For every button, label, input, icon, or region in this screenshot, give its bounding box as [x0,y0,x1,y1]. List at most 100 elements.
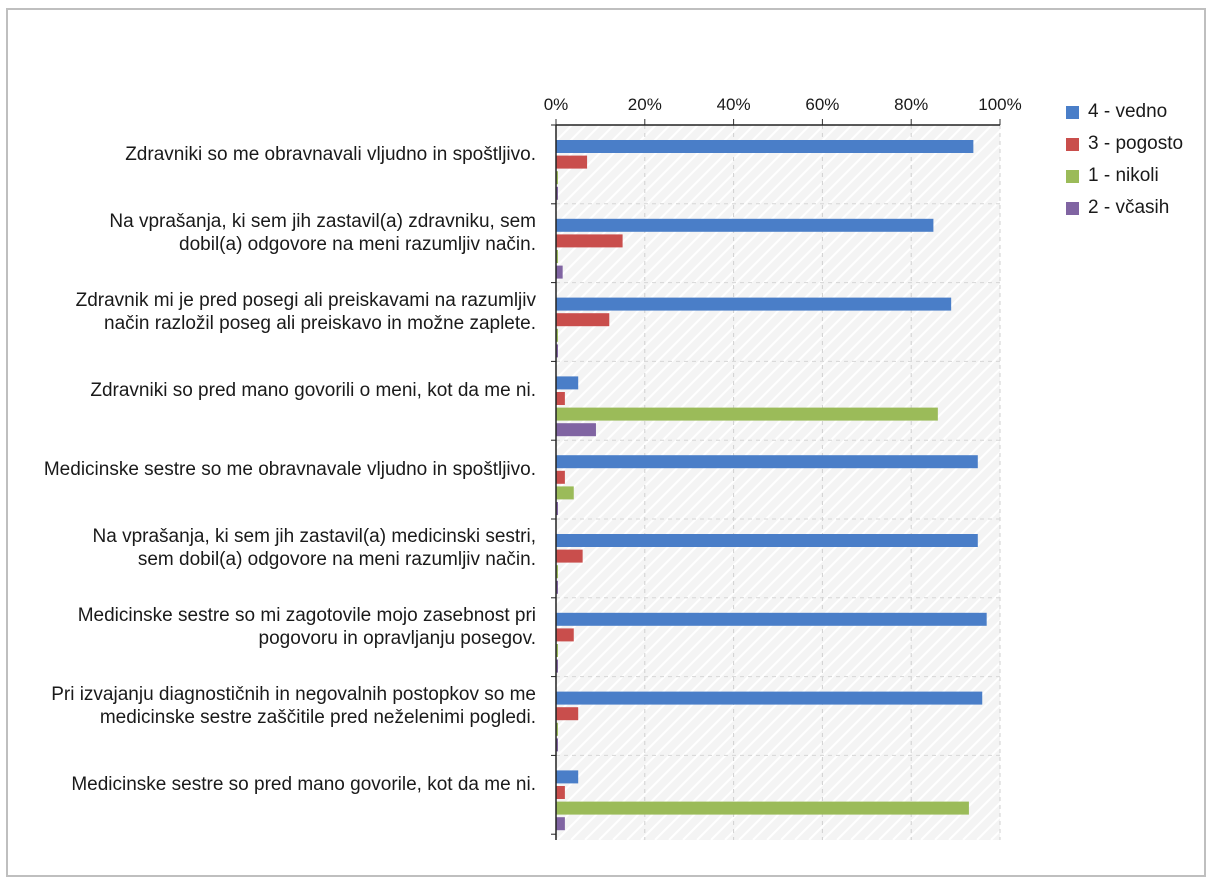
plot-hatch [556,185,1000,633]
bar [556,455,978,469]
bar [556,140,974,153]
plot-hatch [584,423,1000,840]
bar [556,423,596,437]
bar [556,265,563,279]
plot-hatch [556,381,1000,829]
legend-label: 3 - pogosto [1088,133,1184,154]
plot-hatch [598,437,1000,840]
plot-hatch [556,269,1000,717]
legend-swatch [1066,169,1079,183]
legend-item: 1 - nikoli [1066,160,1183,192]
category-label-line: Na vprašanja, ki sem jih zastavil(a) med… [92,526,536,548]
plot-area [556,125,1000,840]
category-label-line: dobil(a) odgovore na meni razumljiv nači… [179,234,536,256]
plot-hatch [752,591,1000,840]
plot-hatch [990,829,1000,840]
bar [556,628,574,642]
legend: 4 - vedno 3 - pogosto 1 - nikoli 2 - včasih [1066,96,1183,224]
plot-hatch [766,605,1000,840]
plot-hatch [850,689,1000,840]
bar [556,250,558,263]
plot-hatch [808,647,1000,840]
plot-hatch [556,125,783,353]
category-label-line: Medicinske sestre so me obravnavale vlju… [43,459,536,481]
chart-plot: 0% 20% 40% 60% 80% 100% [544,95,1022,840]
x-tick-label: 0% [544,95,569,114]
bar [556,565,558,579]
x-tick-label: 100% [978,95,1021,114]
legend-item: 4 - vedno [1066,96,1183,128]
bar [556,313,610,327]
plot-hatch [556,395,1000,840]
x-tick-label: 80% [894,95,928,114]
bar [556,344,558,358]
bar [556,502,558,515]
plot-hatch [556,125,979,549]
plot-hatch [556,125,965,535]
plot-hatch [626,465,1000,840]
legend-label: 1 - nikoli [1088,165,1159,186]
category-label-line: Zdravniki so pred mano govorili o meni, … [90,380,536,402]
category-label-line: Medicinske sestre so pred mano govorile,… [71,774,536,796]
bar [556,486,574,500]
plot-hatch [556,125,825,395]
bar [556,817,565,831]
legend-label: 4 - vedno [1088,101,1168,122]
legend-item: 3 - pogosto [1066,128,1183,160]
plot-hatch [738,577,1000,840]
plot-hatch [612,451,1000,840]
category-label: Medicinske sestre so me obravnavale vlju… [16,458,536,481]
category-label-line: Zdravnik mi je pred posegi ali preiskava… [75,290,536,311]
bar [556,376,579,390]
bar [556,801,969,815]
bar [556,770,579,784]
plot-hatch [556,241,1000,689]
legend-swatch [1066,201,1079,215]
plot-hatch [556,297,1000,745]
plot-hatch [864,703,1000,840]
chart-frame: 0% 20% 40% 60% 80% 100% Zdravniki so me obrav… [6,8,1206,877]
category-label-line: sem dobil(a) odgovore na meni razumljiv … [137,549,536,571]
plot-hatch [556,311,1000,759]
category-label-line: način razložil poseg ali preiskavo in mo… [104,313,536,334]
plot-hatch [556,125,811,381]
plot-hatch [556,213,1000,661]
bar [556,644,558,657]
plot-hatch [556,367,1000,815]
plot-hatch [556,129,1000,577]
category-label: Zdravniki so pred mano govorili o meni, … [16,379,536,402]
plot-hatch [570,409,1000,840]
bar [556,186,558,200]
plot-hatch [556,125,797,367]
plot-hatch [556,339,1000,787]
plot-hatch [780,619,1000,840]
bar [556,549,583,563]
plot-hatch [556,353,1000,801]
plot-hatch [556,125,951,521]
plot-hatch [556,325,1000,773]
category-label: Na vprašanja, ki sem jih zastavil(a) med… [16,525,536,571]
bar [556,297,952,311]
legend-swatch [1066,137,1079,151]
plot-hatch [696,535,1000,840]
category-label-line: pogovoru in opravljanju posegov. [258,628,536,650]
plot-hatch [556,125,769,339]
category-label: Zdravniki so me obravnavali vljudno in s… [16,143,536,166]
plot-hatch [556,125,881,451]
bar [556,218,934,232]
plot-hatch [556,125,909,479]
plot-hatch [640,479,1000,840]
plot-hatch [556,143,1000,591]
plot-hatch [878,717,1000,840]
category-label: Na vprašanja, ki sem jih zastavil(a) zdr… [16,210,536,256]
plot-hatch [556,125,867,437]
plot-hatch [976,815,1000,840]
bar [556,392,565,405]
plot-hatch [556,125,853,423]
bar [556,407,938,421]
bar [556,234,623,248]
plot-hatch [724,563,1000,840]
category-label: Pri izvajanju diagnostičnih in negovalni… [16,683,536,729]
bar [556,612,987,626]
plot-hatch [556,125,937,507]
